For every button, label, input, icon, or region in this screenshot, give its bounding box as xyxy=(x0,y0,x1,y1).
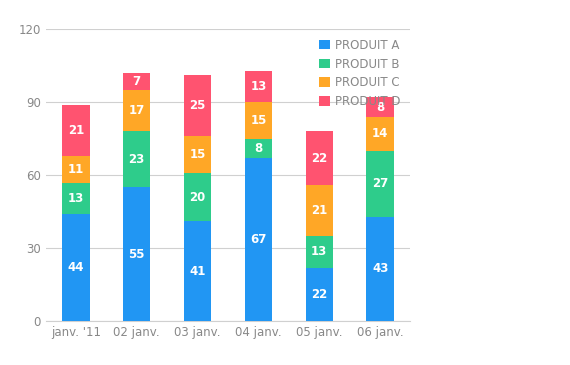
Text: 23: 23 xyxy=(129,153,145,166)
Bar xyxy=(367,216,394,321)
Bar xyxy=(62,214,89,321)
Bar xyxy=(123,131,150,187)
Text: 7: 7 xyxy=(133,75,141,88)
Bar xyxy=(306,268,333,321)
Bar xyxy=(62,105,89,156)
Text: 11: 11 xyxy=(68,163,84,176)
Bar xyxy=(62,182,89,214)
Text: 27: 27 xyxy=(372,177,388,190)
Bar xyxy=(184,76,211,136)
Text: 13: 13 xyxy=(311,245,327,258)
Text: 13: 13 xyxy=(250,80,267,93)
Text: 15: 15 xyxy=(250,114,267,127)
Text: 22: 22 xyxy=(311,152,327,165)
Bar xyxy=(306,185,333,236)
Text: 14: 14 xyxy=(372,127,388,140)
Bar xyxy=(245,139,272,158)
Bar xyxy=(184,222,211,321)
Bar xyxy=(367,97,394,117)
Bar xyxy=(306,131,333,185)
Text: 43: 43 xyxy=(372,262,388,275)
Bar xyxy=(184,173,211,222)
Bar xyxy=(123,187,150,321)
Text: 55: 55 xyxy=(128,248,145,261)
Text: 21: 21 xyxy=(68,124,84,137)
Text: 20: 20 xyxy=(189,191,206,204)
Bar xyxy=(184,136,211,173)
Bar xyxy=(123,90,150,131)
Bar xyxy=(245,102,272,139)
Text: 8: 8 xyxy=(254,142,263,155)
Text: 22: 22 xyxy=(311,288,327,301)
Legend: PRODUIT A, PRODUIT B, PRODUIT C, PRODUIT D: PRODUIT A, PRODUIT B, PRODUIT C, PRODUIT… xyxy=(315,35,405,112)
Bar xyxy=(367,117,394,151)
Bar xyxy=(306,236,333,268)
Text: 13: 13 xyxy=(68,192,84,205)
Bar xyxy=(245,70,272,102)
Text: 67: 67 xyxy=(250,233,267,246)
Bar xyxy=(62,156,89,182)
Text: 44: 44 xyxy=(68,261,84,274)
Text: 25: 25 xyxy=(189,99,206,112)
Text: 15: 15 xyxy=(189,148,206,161)
Text: 8: 8 xyxy=(376,101,384,114)
Text: 21: 21 xyxy=(311,204,327,217)
Bar xyxy=(123,73,150,90)
Bar xyxy=(245,158,272,321)
Text: 41: 41 xyxy=(189,265,206,278)
Bar xyxy=(367,151,394,216)
Text: 17: 17 xyxy=(129,104,145,117)
